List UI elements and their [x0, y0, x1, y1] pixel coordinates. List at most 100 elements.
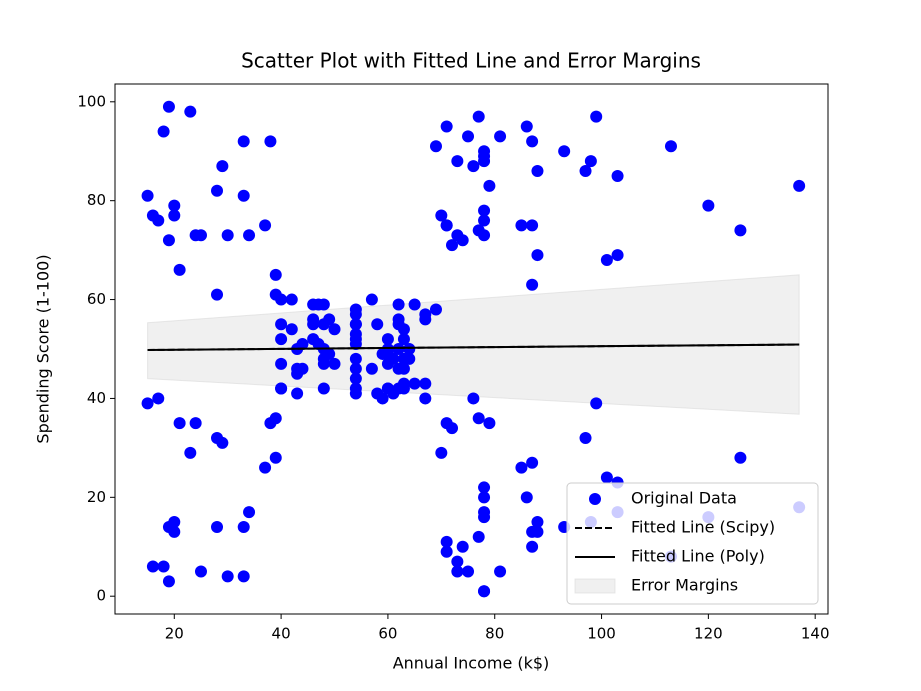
data-point: [371, 318, 384, 331]
data-point: [211, 288, 224, 301]
data-point: [531, 249, 544, 262]
data-point: [365, 293, 378, 306]
data-point: [584, 155, 597, 168]
data-point: [173, 263, 186, 276]
data-point: [558, 145, 571, 158]
legend-marker: [589, 493, 601, 505]
data-point: [515, 461, 528, 474]
data-point: [611, 249, 624, 262]
data-point: [392, 313, 405, 326]
data-point: [403, 352, 416, 365]
data-point: [317, 382, 330, 395]
data-point: [483, 179, 496, 192]
y-axis-label: Spending Score (1-100): [34, 254, 53, 443]
legend-label: Fitted Line (Poly): [631, 547, 765, 566]
data-point: [221, 229, 234, 242]
x-tick-label: 100: [587, 625, 616, 643]
data-point: [478, 491, 491, 504]
data-point: [349, 362, 362, 375]
data-point: [456, 234, 469, 247]
data-point: [323, 347, 336, 360]
data-point: [440, 535, 453, 548]
data-point: [600, 254, 613, 267]
data-point: [440, 219, 453, 232]
data-point: [397, 382, 410, 395]
data-point: [152, 392, 165, 405]
data-point: [531, 525, 544, 538]
data-point: [243, 229, 256, 242]
data-point: [520, 120, 533, 133]
data-point: [590, 397, 603, 410]
data-point: [446, 239, 459, 252]
data-point: [419, 313, 432, 326]
data-point: [162, 575, 175, 588]
data-point: [397, 323, 410, 336]
legend-label: Error Margins: [631, 576, 738, 595]
data-point: [194, 229, 207, 242]
data-point: [216, 160, 229, 173]
data-point: [472, 412, 485, 425]
data-point: [397, 333, 410, 346]
data-point: [702, 199, 715, 212]
data-point: [168, 525, 181, 538]
data-point: [664, 140, 677, 153]
data-point: [328, 357, 341, 370]
y-tick-label: 40: [87, 389, 106, 407]
data-point: [429, 303, 442, 316]
data-point: [392, 298, 405, 311]
data-point: [237, 135, 250, 148]
data-point: [168, 209, 181, 222]
data-point: [472, 530, 485, 543]
data-point: [579, 165, 592, 178]
data-point: [520, 491, 533, 504]
data-point: [440, 120, 453, 133]
data-point: [472, 110, 485, 123]
data-point: [194, 565, 207, 578]
x-tick-label: 80: [485, 625, 504, 643]
data-point: [243, 506, 256, 519]
data-point: [275, 318, 288, 331]
data-point: [162, 100, 175, 113]
data-point: [323, 313, 336, 326]
data-point: [451, 565, 464, 578]
data-point: [451, 155, 464, 168]
data-point: [296, 338, 309, 351]
data-point: [435, 446, 448, 459]
x-tick-label: 120: [694, 625, 723, 643]
data-point: [152, 214, 165, 227]
data-point: [307, 318, 320, 331]
data-point: [456, 540, 469, 553]
data-point: [526, 219, 539, 232]
data-point: [264, 135, 277, 148]
data-point: [392, 343, 405, 355]
data-point: [478, 150, 491, 163]
data-point: [211, 520, 224, 533]
data-point: [296, 362, 309, 375]
x-tick-label: 140: [801, 625, 830, 643]
data-point: [478, 481, 491, 494]
data-point: [275, 293, 288, 306]
x-tick-label: 60: [378, 625, 397, 643]
data-point: [600, 471, 613, 484]
data-point: [269, 412, 282, 425]
data-point: [531, 165, 544, 178]
data-point: [435, 209, 448, 222]
data-point: [269, 268, 282, 281]
data-point: [403, 343, 416, 355]
data-point: [590, 110, 603, 123]
data-point: [467, 392, 480, 405]
x-axis-label: Annual Income (k$): [393, 654, 550, 673]
data-point: [526, 278, 539, 291]
data-point: [349, 387, 362, 400]
legend-label: Fitted Line (Scipy): [631, 518, 775, 537]
data-point: [184, 105, 197, 118]
data-point: [157, 560, 170, 573]
data-point: [237, 520, 250, 533]
data-point: [446, 422, 459, 435]
data-point: [173, 417, 186, 430]
data-point: [328, 323, 341, 336]
data-point: [349, 338, 362, 351]
error-band: [147, 274, 800, 415]
data-point: [526, 456, 539, 469]
